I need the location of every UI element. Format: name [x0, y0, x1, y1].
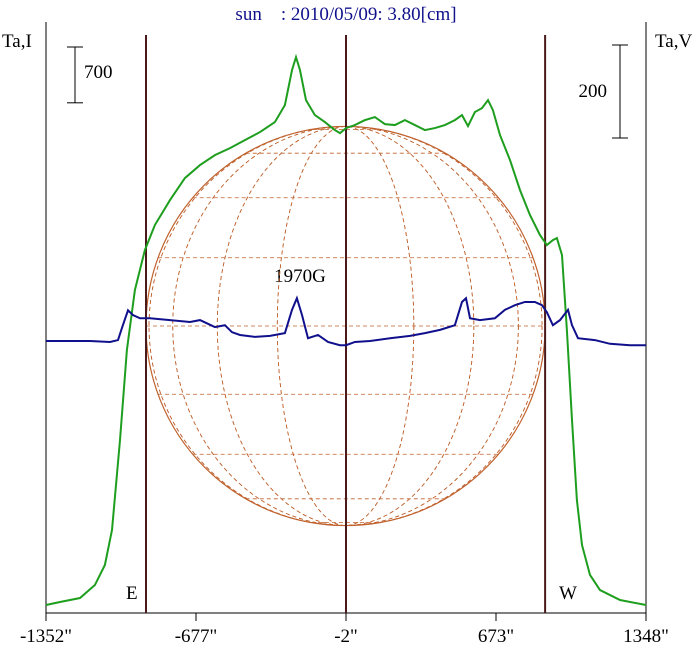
chart-title: sun : 2010/05/09: 3.80[cm] — [235, 4, 456, 25]
limb-label: W — [559, 583, 577, 604]
data-line — [46, 295, 646, 347]
x-tick-label: -1352" — [20, 626, 72, 647]
x-tick-label: 673" — [478, 626, 514, 647]
data-line — [45, 53, 647, 607]
x-tick-label: 1348" — [623, 626, 669, 647]
scale-bar-label: 200 — [579, 81, 608, 102]
source-label: 1970G — [274, 266, 326, 287]
limb-label: E — [126, 583, 138, 604]
scale-bar-label: 700 — [84, 62, 113, 83]
x-tick-label: -2" — [334, 626, 358, 647]
y-axis-label: Ta,I — [2, 31, 32, 52]
x-tick-label: -677" — [175, 626, 218, 647]
y2-axis-label: Ta,V — [655, 31, 692, 52]
